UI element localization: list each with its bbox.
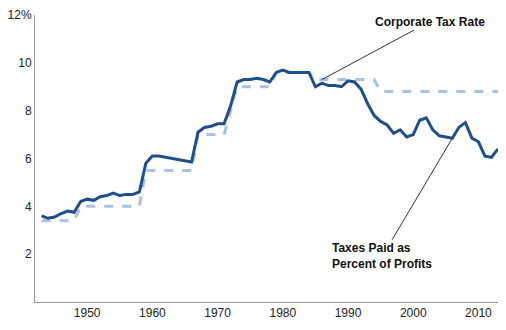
svg-text:10: 10 — [18, 56, 32, 70]
svg-text:8: 8 — [25, 104, 32, 118]
svg-text:2: 2 — [25, 247, 32, 261]
svg-text:Corporate Tax Rate: Corporate Tax Rate — [375, 15, 485, 29]
svg-text:1980: 1980 — [269, 306, 296, 320]
svg-text:2000: 2000 — [400, 306, 427, 320]
svg-text:2010: 2010 — [465, 306, 492, 320]
svg-text:4: 4 — [25, 200, 32, 214]
svg-text:1990: 1990 — [335, 306, 362, 320]
svg-text:6: 6 — [25, 152, 32, 166]
svg-text:1970: 1970 — [204, 306, 231, 320]
svg-text:12%: 12% — [8, 8, 32, 22]
svg-text:1960: 1960 — [139, 306, 166, 320]
svg-text:Taxes Paid asPercent of Profit: Taxes Paid asPercent of Profits — [332, 241, 432, 271]
svg-text:1950: 1950 — [74, 306, 101, 320]
